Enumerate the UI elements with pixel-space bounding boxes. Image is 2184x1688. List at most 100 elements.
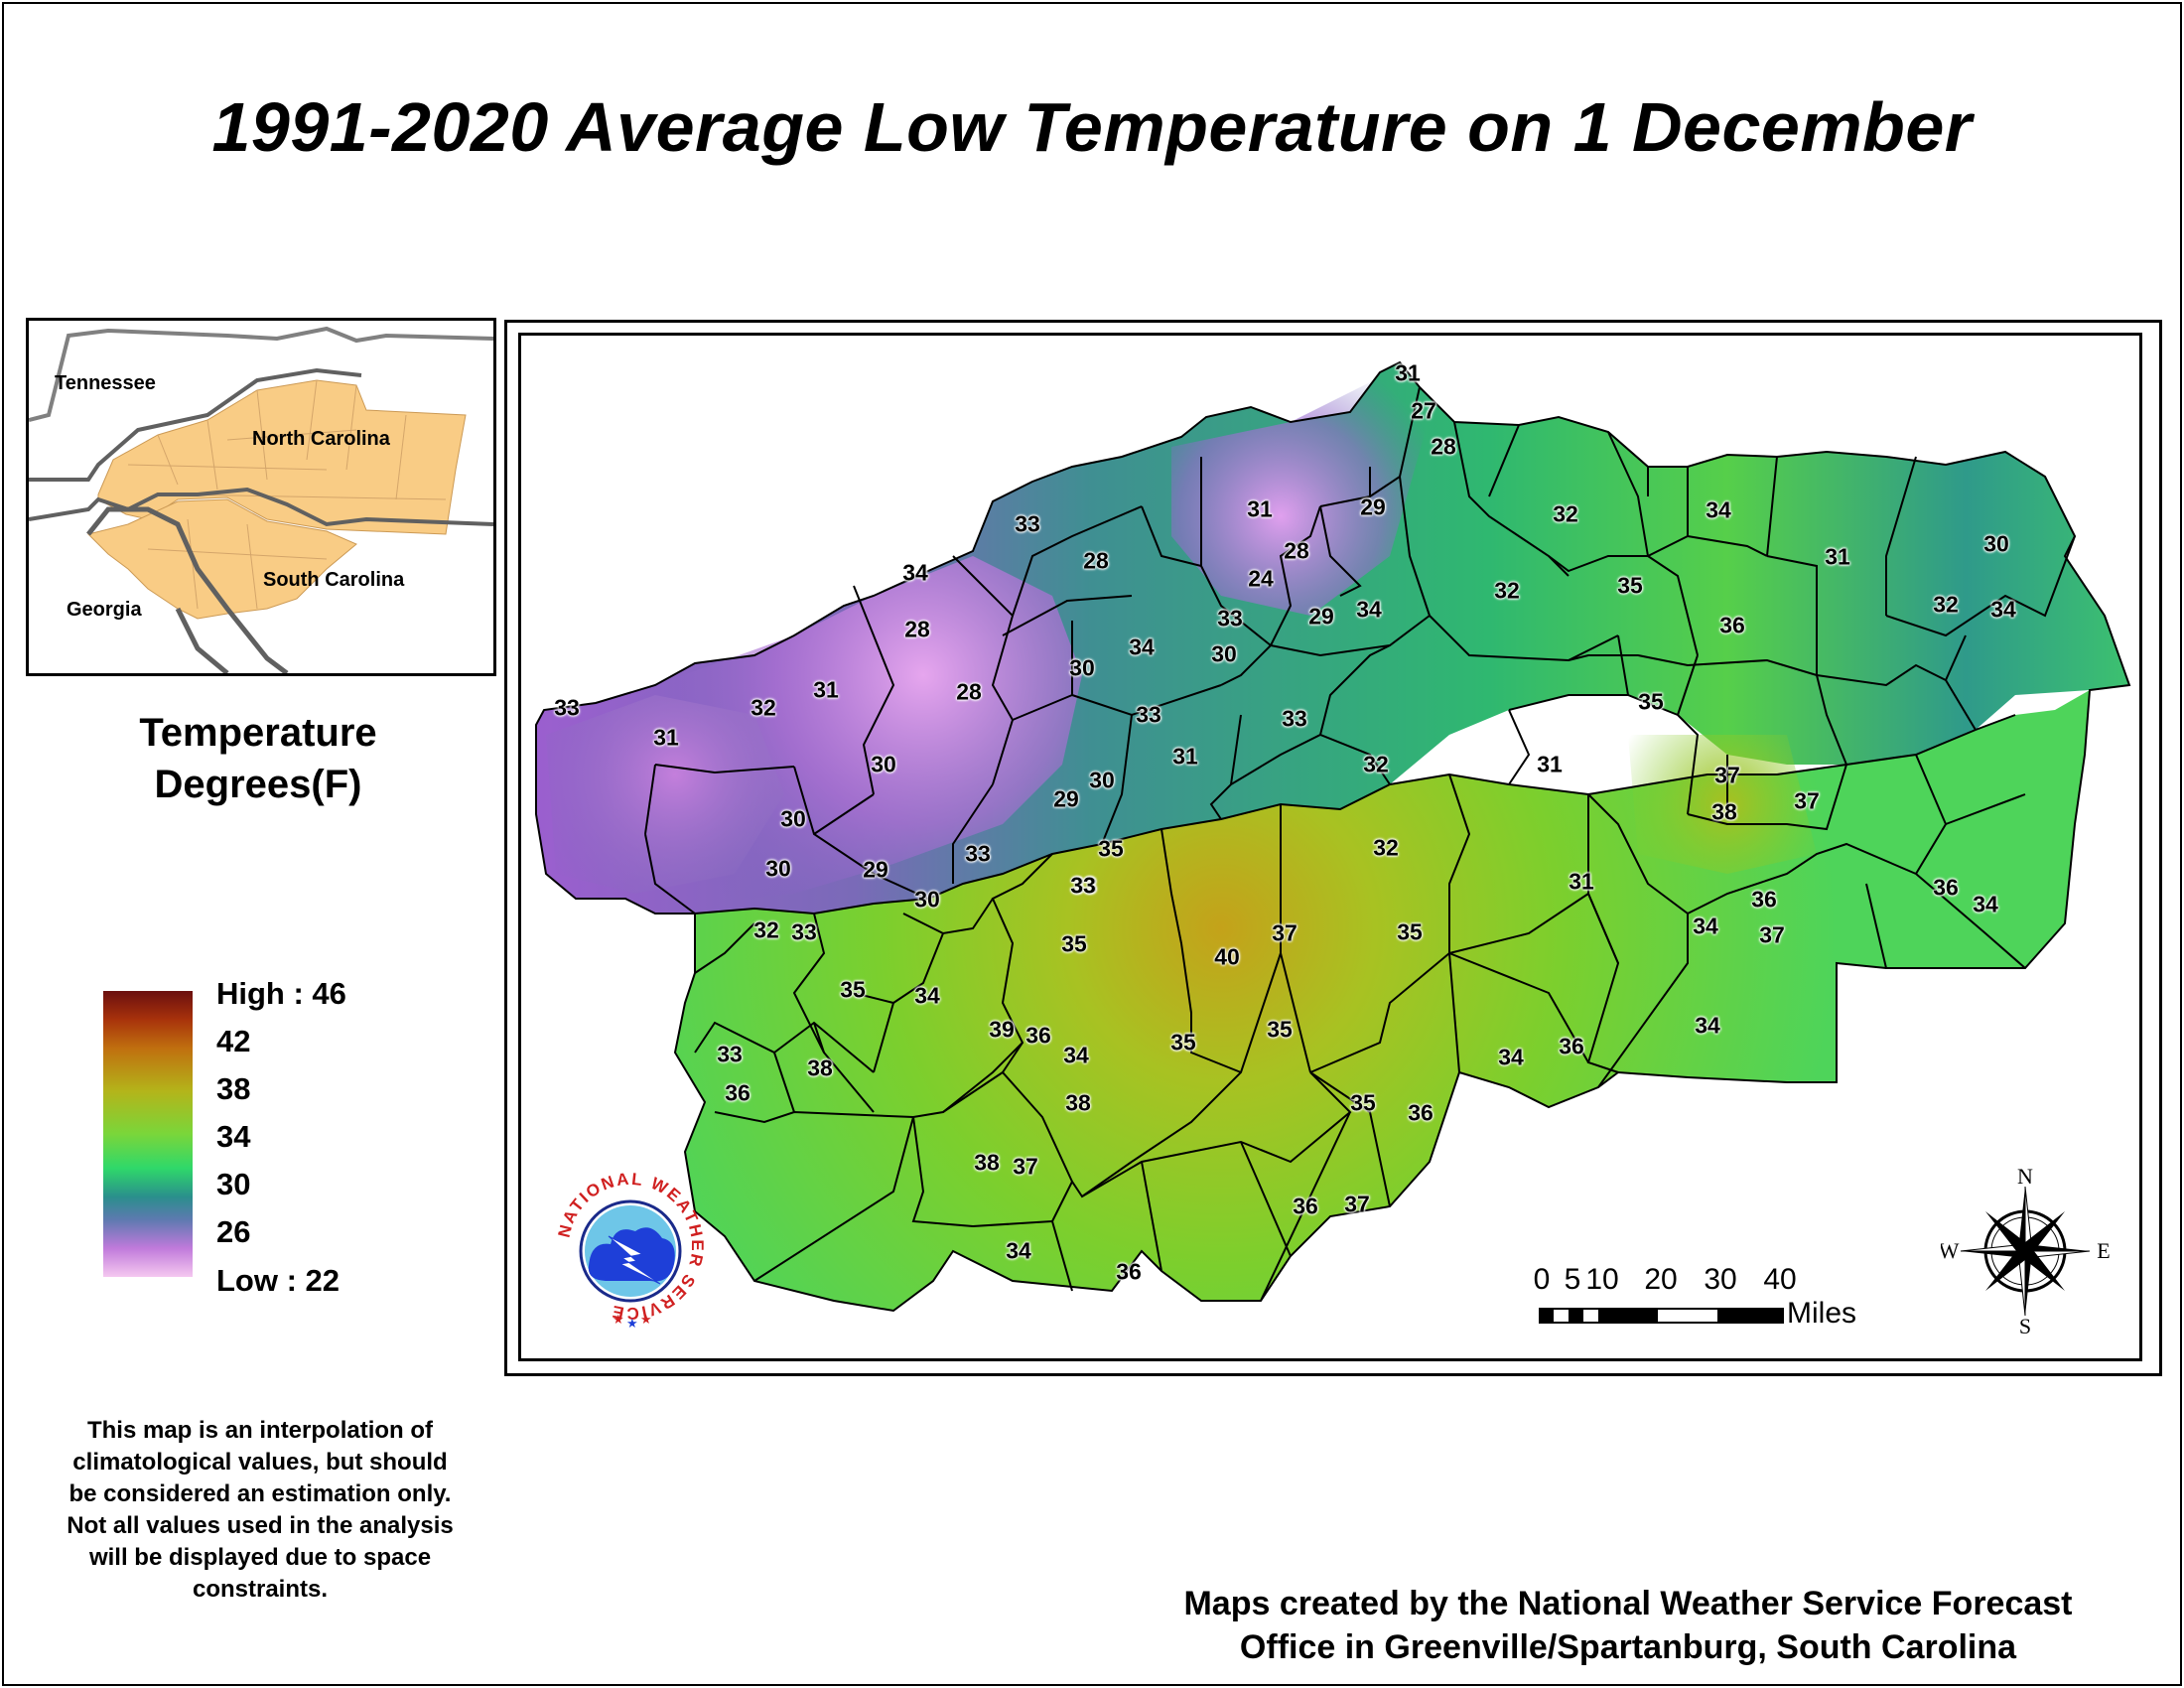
station-value: 30: [1069, 654, 1095, 681]
station-value: 37: [1794, 787, 1820, 814]
inset-label-north-carolina: North Carolina: [252, 428, 390, 450]
station-value: 33: [1136, 701, 1161, 728]
compass-n: N: [2017, 1167, 2033, 1189]
station-value: 39: [989, 1016, 1015, 1043]
station-value: 36: [1933, 874, 1959, 901]
station-value: 33: [1282, 705, 1307, 732]
station-value: 37: [1714, 762, 1740, 788]
station-value: 35: [1617, 572, 1643, 599]
warm-zone: [1628, 735, 1817, 874]
station-value: 29: [1053, 785, 1079, 812]
disclaimer-line: This map is an interpolation of: [86, 1417, 434, 1444]
svg-text:★: ★: [640, 1313, 652, 1328]
station-value: 37: [1272, 919, 1297, 946]
station-value: 33: [1015, 510, 1040, 537]
disclaimer-line: climatological values, but should: [72, 1449, 448, 1476]
station-value: 33: [1071, 872, 1097, 899]
scale-unit: Miles: [1787, 1297, 1857, 1330]
station-value: 36: [1408, 1099, 1433, 1126]
station-value: 37: [1013, 1153, 1038, 1180]
mountain-cold-zone: [1171, 372, 1430, 616]
disclaimer-line: Not all values used in the analysis: [67, 1512, 454, 1539]
station-value: 35: [1397, 918, 1423, 945]
station-value: 28: [1284, 537, 1309, 564]
disclaimer-text: This map is an interpolation of climatol…: [22, 1415, 498, 1606]
station-value: 34: [1990, 596, 2016, 623]
station-value: 37: [1344, 1191, 1370, 1217]
station-value: 30: [871, 751, 896, 777]
inset-label-south-carolina: South Carolina: [263, 569, 405, 591]
compass-rose-icon: N S E W: [1939, 1164, 2111, 1338]
station-value: 34: [902, 559, 928, 586]
station-value: 36: [1025, 1022, 1051, 1049]
inset-label-tennessee: Tennessee: [55, 372, 156, 394]
station-value: 34: [914, 982, 940, 1009]
station-value: 34: [1693, 913, 1718, 939]
legend-title-line2: Degrees(F): [154, 763, 362, 806]
scale-tick: 30: [1704, 1263, 1737, 1296]
station-value: 30: [1983, 530, 2009, 557]
legend-title: Temperature Degrees(F): [60, 707, 457, 810]
county-borders: [535, 360, 2131, 1313]
station-value: 38: [1711, 798, 1737, 825]
scale-tick: 0: [1533, 1263, 1551, 1296]
station-value: 31: [1825, 543, 1850, 570]
station-value: 33: [1217, 605, 1243, 632]
station-value: 30: [780, 805, 806, 832]
disclaimer-line: will be displayed due to space: [88, 1544, 432, 1571]
station-value: 31: [813, 676, 839, 703]
inset-locator-map: Tennessee North Carolina South Carolina …: [26, 318, 496, 676]
map-inner-frame: [518, 333, 2142, 1361]
station-value: 40: [1214, 943, 1240, 970]
station-value: 35: [1638, 688, 1664, 715]
credit-line: Office in Greenville/Spartanburg, South …: [1239, 1628, 2017, 1666]
station-value: 28: [1083, 547, 1109, 574]
station-value: 35: [1170, 1029, 1196, 1055]
station-value: 36: [725, 1079, 751, 1106]
svg-text:★: ★: [613, 1313, 624, 1328]
mountain-cold-zone: [546, 695, 784, 894]
station-value: 32: [1553, 500, 1578, 527]
station-value: 28: [956, 678, 982, 705]
compass-s: S: [2019, 1314, 2031, 1336]
station-value: 38: [1065, 1089, 1091, 1116]
station-value: 32: [1494, 577, 1520, 604]
nws-logo-emblem: NATIONAL WEATHER SERVICE ★ ★ ★: [555, 1170, 706, 1332]
legend-tick: 38: [216, 1071, 251, 1106]
svg-text:★: ★: [626, 1317, 638, 1332]
credit-text: Maps created by the National Weather Ser…: [1092, 1582, 2164, 1669]
disclaimer-line: be considered an estimation only.: [68, 1480, 452, 1507]
station-value: 34: [1129, 633, 1155, 660]
station-value: 30: [1089, 767, 1115, 793]
scale-bar: [1539, 1308, 1784, 1324]
station-value: 37: [1759, 921, 1785, 948]
compass-rose: N S E W: [1939, 1164, 2111, 1338]
compass-e: E: [2097, 1238, 2110, 1263]
station-value: 32: [1373, 834, 1399, 861]
inset-map-svg: [29, 326, 493, 673]
station-value: 36: [1116, 1258, 1142, 1285]
map-outer-frame: [504, 320, 2162, 1376]
legend-title-line1: Temperature: [139, 711, 377, 755]
station-value: 33: [791, 918, 817, 945]
station-value: 34: [1973, 891, 1998, 917]
station-value: 31: [1172, 743, 1198, 770]
station-value: 32: [753, 916, 779, 943]
station-value: 28: [1431, 433, 1456, 460]
legend-tick: 30: [216, 1167, 251, 1201]
station-value: 31: [1537, 751, 1563, 777]
station-value: 34: [1695, 1012, 1720, 1039]
station-value: 31: [1537, 751, 1563, 777]
legend-tick: 42: [216, 1024, 251, 1058]
scale-tick: 40: [1763, 1263, 1797, 1296]
station-value: 32: [1933, 591, 1959, 618]
station-value: 34: [1498, 1044, 1524, 1070]
station-value: 38: [974, 1149, 1000, 1176]
scale-tick: 10: [1585, 1263, 1619, 1296]
disclaimer-line: constraints.: [192, 1576, 329, 1603]
legend-high-label: High : 46: [216, 976, 346, 1011]
nws-logo: NATIONAL WEATHER SERVICE ★ ★ ★: [551, 1167, 710, 1336]
legend-tick: 26: [216, 1214, 251, 1249]
scale-tick: 20: [1644, 1263, 1678, 1296]
